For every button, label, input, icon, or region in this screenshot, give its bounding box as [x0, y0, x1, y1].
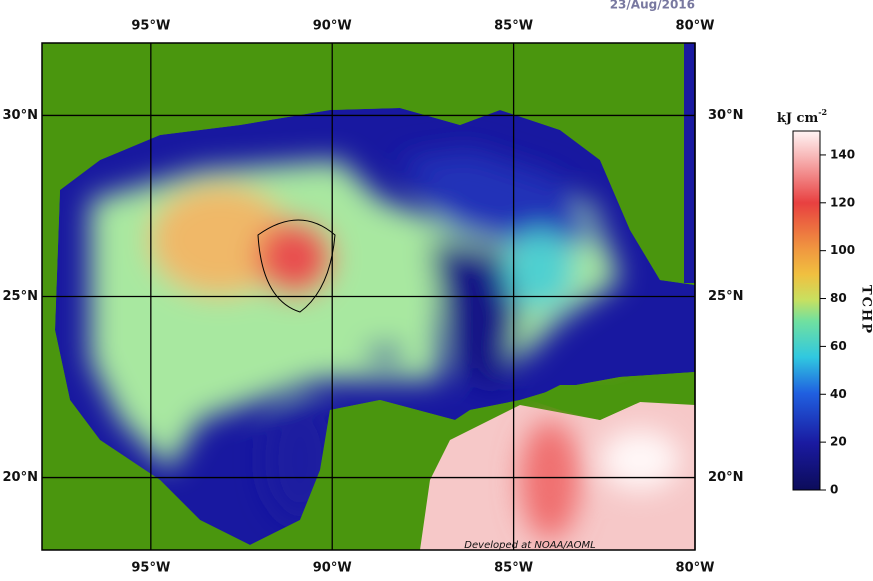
lon-label-top: 80°W — [676, 19, 715, 34]
colorbar-unit: kJ cm-2 — [777, 107, 827, 126]
colorbar-tick-label: 80 — [830, 291, 847, 305]
colorbar-tick-label: 100 — [830, 243, 855, 257]
colorbar-tick-label: 120 — [830, 195, 855, 209]
credit: Developed at NOAA/AOML — [464, 540, 595, 551]
lat-label-right: 30°N — [708, 108, 743, 123]
unit-exponent: -2 — [818, 107, 827, 117]
lat-label-right: 25°N — [708, 289, 743, 304]
lon-label-top: 90°W — [313, 19, 352, 34]
date: 23/Aug/2016 — [610, 0, 695, 12]
lon-label-top: 95°W — [131, 19, 170, 34]
colorbar — [793, 131, 820, 490]
lon-label-top: 85°W — [494, 19, 533, 34]
lon-label-bottom: 80°W — [676, 561, 715, 576]
lat-label-left: 30°N — [3, 108, 38, 123]
lat-label-left: 20°N — [3, 470, 38, 485]
unit: kJ cm — [777, 111, 819, 126]
colorbar-title: TCHP — [859, 285, 873, 335]
colorbar-tick-label: 40 — [830, 387, 847, 401]
lon-label-bottom: 95°W — [131, 561, 170, 576]
colorbar-tick-label: 60 — [830, 339, 847, 353]
colorbar-tick-label: 0 — [830, 483, 838, 497]
lat-label-right: 20°N — [708, 470, 743, 485]
lat-label-left: 25°N — [3, 289, 38, 304]
colorbar-tick-label: 140 — [830, 147, 855, 161]
lon-label-bottom: 90°W — [313, 561, 352, 576]
colorbar-tick-label: 20 — [830, 435, 847, 449]
atlantic — [684, 43, 695, 283]
lon-label-bottom: 85°W — [494, 561, 533, 576]
